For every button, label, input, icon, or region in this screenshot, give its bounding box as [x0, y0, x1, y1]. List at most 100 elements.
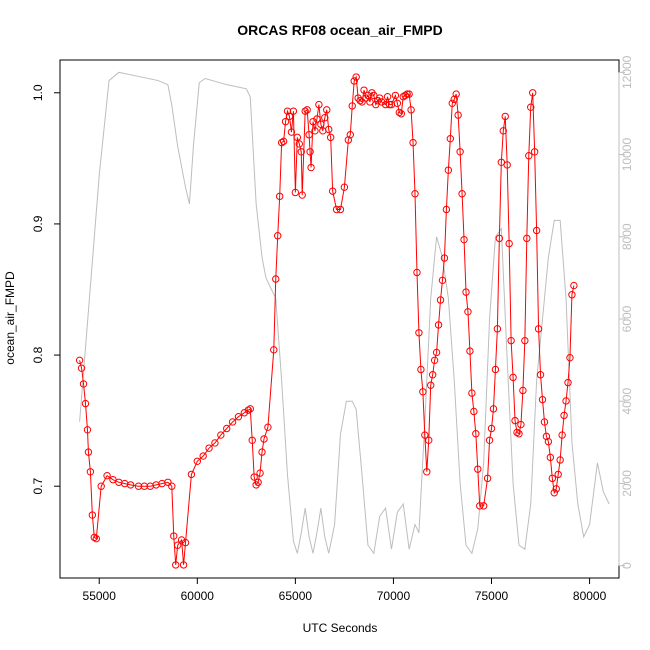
y2-tick-label: 12000: [620, 55, 634, 89]
fmpd-point: [92, 534, 100, 543]
y2-tick-label: 0: [620, 562, 634, 569]
fmpd-point: [234, 413, 243, 421]
fmpd-point: [403, 90, 411, 98]
fmpd-point: [109, 475, 117, 484]
fmpd-point: [346, 131, 354, 139]
fmpd-point: [554, 470, 562, 479]
fmpd-point: [458, 190, 466, 198]
fmpd-point: [479, 502, 488, 510]
fmpd-point: [566, 353, 574, 362]
fmpd-point: [556, 456, 564, 464]
fmpd-point: [170, 532, 178, 540]
fmpd-point: [291, 188, 300, 197]
fmpd-point: [476, 502, 484, 510]
fmpd-point: [205, 444, 213, 452]
fmpd-point: [489, 405, 498, 413]
fmpd-point: [568, 291, 576, 299]
fmpd-point: [103, 472, 111, 480]
fmpd-point: [495, 234, 504, 243]
fmpd-point: [244, 406, 252, 414]
fmpd-point: [164, 478, 172, 486]
fmpd-point: [86, 468, 95, 476]
fmpd-point: [417, 365, 425, 374]
fmpd-point: [523, 234, 531, 243]
fmpd-point: [446, 134, 455, 143]
fmpd-point: [366, 98, 374, 106]
fmpd-point: [564, 378, 572, 387]
fmpd-point: [199, 452, 207, 460]
fmpd-point: [187, 470, 196, 479]
fmpd-point: [321, 114, 329, 122]
fmpd-point: [348, 102, 356, 110]
fmpd-point: [307, 163, 315, 172]
fmpd-point: [385, 100, 394, 109]
fmpd-point: [193, 457, 202, 465]
fmpd-point: [521, 336, 529, 345]
fmpd-point: [168, 482, 176, 490]
fmpd-point: [364, 91, 372, 100]
x-tick-label: 70000: [377, 589, 411, 603]
fmpd-point: [560, 411, 568, 420]
fmpd-point: [264, 423, 272, 431]
fmpd-point: [430, 356, 439, 365]
fmpd-point: [397, 110, 405, 118]
fmpd-point: [377, 98, 386, 106]
y2-tick-label: 4000: [620, 388, 634, 415]
x-tick-label: 75000: [475, 589, 509, 603]
fmpd-point: [552, 485, 560, 493]
fmpd-point: [462, 288, 470, 296]
fmpd-point: [393, 99, 402, 107]
x-tick-label: 65000: [279, 589, 313, 603]
fmpd-point: [372, 100, 380, 109]
fmpd-point: [305, 131, 313, 139]
fmpd-point: [468, 389, 476, 397]
fmpd-point: [407, 106, 415, 114]
fmpd-point: [277, 138, 286, 147]
fmpd-point: [370, 91, 378, 100]
fmpd-point: [454, 111, 462, 119]
fmpd-point: [283, 107, 292, 115]
fmpd-point: [511, 416, 519, 425]
fmpd-point: [326, 133, 335, 142]
fmpd-point: [419, 388, 427, 396]
y2-tick-label: 10000: [620, 138, 634, 172]
y-tick-label: 0.8: [31, 346, 45, 363]
fmpd-point: [409, 138, 417, 147]
fmpd-point: [258, 448, 266, 456]
fmpd-point: [515, 430, 523, 438]
fmpd-point: [472, 430, 480, 438]
fmpd-point: [260, 435, 268, 443]
fmpd-point: [295, 140, 303, 148]
fmpd-point: [405, 90, 413, 98]
fmpd-point: [413, 268, 421, 277]
fmpd-point: [298, 191, 306, 199]
fmpd-point: [83, 426, 92, 434]
x-axis-label: UTC Seconds: [303, 621, 378, 635]
fmpd-point: [177, 536, 186, 544]
fmpd-point: [399, 93, 407, 101]
fmpd-point: [246, 405, 254, 413]
fmpd-point: [401, 91, 409, 100]
fmpd-point: [274, 232, 282, 240]
fmpd-point: [434, 321, 443, 329]
fmpd-point: [391, 91, 400, 100]
fmpd-point: [254, 478, 262, 486]
fmpd-point: [126, 481, 135, 489]
fmpd-point: [332, 205, 341, 214]
fmpd-point: [306, 148, 314, 156]
fmpd-point: [542, 432, 551, 441]
fmpd-point: [323, 106, 331, 114]
fmpd-point: [336, 205, 345, 214]
fmpd-point: [529, 89, 537, 97]
fmpd-point: [562, 397, 570, 405]
fmpd-point: [497, 158, 506, 166]
fmpd-point: [90, 533, 99, 542]
fmpd-point: [544, 437, 553, 446]
fmpd-point: [217, 431, 225, 439]
fmpd-point: [275, 192, 284, 201]
fmpd-point: [303, 106, 311, 114]
fmpd-point: [293, 133, 302, 142]
fmpd-point: [538, 395, 547, 404]
fmpd-point: [383, 93, 392, 101]
